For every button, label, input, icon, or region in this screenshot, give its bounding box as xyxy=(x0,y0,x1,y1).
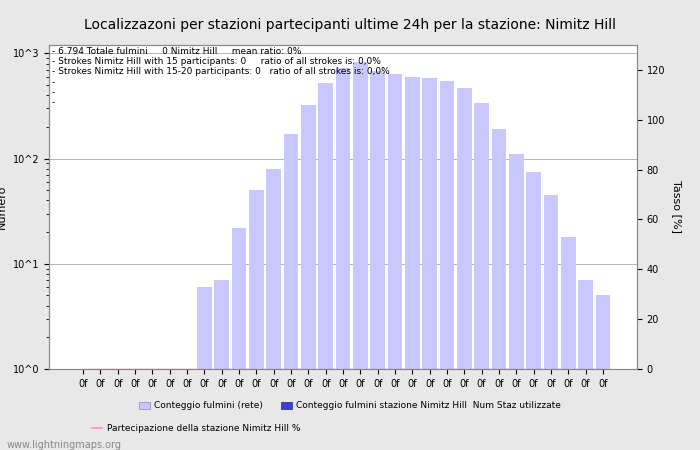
Text: www.lightningmaps.org: www.lightningmaps.org xyxy=(7,440,122,450)
Legend: Conteggio fulmini (rete), Conteggio fulmini stazione Nimitz Hill  Num Staz utili: Conteggio fulmini (rete), Conteggio fulm… xyxy=(135,398,565,414)
Bar xyxy=(162,369,177,450)
Legend: Partecipazione della stazione Nimitz Hill %: Partecipazione della stazione Nimitz Hil… xyxy=(88,420,304,436)
Text: - 6.794 Totale fulmini     0 Nimitz Hill     mean ratio: 0%
- Strokes Nimitz Hil: - 6.794 Totale fulmini 0 Nimitz Hill mea… xyxy=(52,47,390,108)
Bar xyxy=(578,280,593,450)
Bar xyxy=(491,129,506,450)
Bar xyxy=(232,228,246,450)
Y-axis label: Tasso [%]: Tasso [%] xyxy=(672,180,682,234)
Bar xyxy=(370,71,385,450)
Bar xyxy=(475,103,489,450)
Bar xyxy=(561,237,575,450)
Bar xyxy=(249,190,264,450)
Bar xyxy=(127,369,142,450)
Bar xyxy=(145,369,160,450)
Bar xyxy=(76,369,90,450)
Text: Localizzazoni per stazioni partecipanti ultime 24h per la stazione: Nimitz Hill: Localizzazoni per stazioni partecipanti … xyxy=(84,18,616,32)
Bar xyxy=(197,287,211,450)
Bar xyxy=(93,369,108,450)
Bar xyxy=(353,63,368,450)
Y-axis label: Numero: Numero xyxy=(0,185,7,229)
Bar xyxy=(266,169,281,450)
Bar xyxy=(457,88,472,450)
Bar xyxy=(111,369,125,450)
Bar xyxy=(180,369,195,450)
Bar xyxy=(440,81,454,450)
Bar xyxy=(301,105,316,450)
Bar xyxy=(405,76,420,450)
Bar xyxy=(509,154,524,450)
Bar xyxy=(214,280,229,450)
Bar xyxy=(544,195,559,450)
Bar xyxy=(284,134,298,450)
Bar xyxy=(388,74,402,450)
Bar xyxy=(596,296,610,450)
Bar xyxy=(335,68,351,450)
Bar xyxy=(422,78,437,450)
Bar xyxy=(318,83,333,450)
Bar xyxy=(526,172,541,450)
